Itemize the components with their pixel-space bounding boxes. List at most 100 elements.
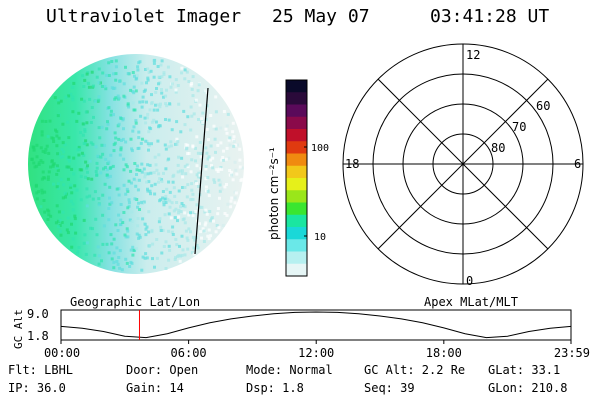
disk-speckle bbox=[229, 170, 233, 174]
disk-speckle bbox=[85, 195, 89, 199]
disk-speckle bbox=[179, 169, 182, 173]
disk-speckle bbox=[85, 143, 89, 147]
disk-speckle bbox=[218, 183, 222, 187]
disk-speckle bbox=[119, 203, 123, 206]
disk-speckle bbox=[106, 122, 110, 126]
disk-speckle bbox=[126, 206, 130, 210]
disk-speckle bbox=[195, 181, 199, 185]
disk-speckle bbox=[124, 192, 128, 196]
disk-speckle bbox=[228, 169, 232, 172]
disk-speckle bbox=[136, 205, 140, 209]
disk-speckle bbox=[73, 217, 77, 221]
disk-speckle bbox=[169, 144, 173, 148]
disk-speckle bbox=[76, 251, 80, 255]
disk-speckle bbox=[230, 196, 234, 200]
disk-speckle bbox=[94, 170, 98, 173]
disk-speckle bbox=[167, 180, 171, 184]
disk-speckle bbox=[65, 228, 69, 232]
disk-speckle bbox=[142, 200, 146, 204]
disk-speckle bbox=[77, 148, 81, 151]
disk-speckle bbox=[35, 155, 39, 159]
disk-speckle bbox=[185, 195, 189, 199]
disk-speckle bbox=[59, 178, 63, 182]
orbit-xtick-label: 00:00 bbox=[44, 346, 80, 360]
disk-speckle bbox=[137, 61, 141, 65]
disk-speckle bbox=[52, 140, 56, 143]
disk-speckle bbox=[105, 127, 109, 131]
disk-speckle bbox=[87, 85, 91, 89]
disk-speckle bbox=[176, 84, 180, 87]
polar-grid bbox=[342, 43, 584, 285]
disk-speckle bbox=[90, 106, 94, 109]
disk-speckle bbox=[131, 253, 135, 257]
disk-speckle bbox=[41, 160, 45, 164]
disk-speckle bbox=[194, 180, 198, 184]
disk-speckle bbox=[57, 101, 61, 105]
ip-info: IP: 36.0 bbox=[8, 381, 66, 395]
disk-speckle bbox=[164, 118, 167, 121]
disk-speckle bbox=[95, 173, 99, 177]
disk-speckle bbox=[121, 117, 125, 121]
disk-speckle bbox=[97, 197, 101, 201]
disk-speckle bbox=[80, 151, 84, 155]
disk-speckle bbox=[146, 172, 150, 176]
disk-speckle bbox=[189, 198, 193, 202]
disk-speckle bbox=[141, 255, 145, 259]
disk-speckle bbox=[159, 102, 162, 106]
disk-speckle bbox=[238, 165, 242, 169]
colorbar-cell bbox=[286, 190, 307, 204]
disk-speckle bbox=[66, 231, 70, 235]
disk-speckle bbox=[97, 81, 101, 84]
disk-speckle bbox=[164, 201, 168, 204]
disk-speckle bbox=[77, 145, 81, 149]
disk-speckle bbox=[95, 75, 99, 79]
disk-speckle bbox=[138, 100, 142, 104]
disk-speckle bbox=[72, 81, 76, 85]
disk-speckle bbox=[167, 145, 171, 149]
disk-speckle bbox=[160, 91, 164, 95]
disk-speckle bbox=[160, 88, 163, 91]
disk-speckle bbox=[219, 141, 223, 145]
disk-speckle bbox=[152, 75, 156, 79]
disk-speckle bbox=[122, 82, 126, 86]
disk-speckle bbox=[145, 256, 149, 260]
disk-speckle bbox=[175, 201, 179, 204]
disk-speckle bbox=[61, 122, 65, 126]
disk-speckle bbox=[122, 127, 125, 131]
disk-speckle bbox=[88, 194, 92, 198]
disk-speckle bbox=[75, 188, 79, 192]
disk-speckle bbox=[73, 214, 77, 218]
disk-speckle bbox=[168, 248, 172, 252]
disk-speckle bbox=[69, 185, 73, 189]
disk-speckle bbox=[50, 160, 54, 164]
disk-speckle bbox=[85, 72, 89, 76]
disk-speckle bbox=[86, 170, 89, 174]
disk-speckle bbox=[159, 198, 163, 202]
disk-speckle bbox=[49, 165, 53, 169]
disk-speckle bbox=[122, 94, 126, 98]
disk-speckle bbox=[117, 213, 121, 217]
disk-speckle bbox=[145, 100, 148, 104]
disk-speckle bbox=[171, 225, 175, 229]
disk-speckle bbox=[226, 112, 230, 116]
disk-speckle bbox=[195, 164, 199, 168]
disk-speckle bbox=[122, 157, 126, 161]
disk-speckle bbox=[124, 65, 127, 69]
disk-speckle bbox=[65, 165, 69, 169]
disk-speckle bbox=[31, 145, 35, 149]
disk-speckle bbox=[52, 182, 55, 186]
disk-speckle bbox=[176, 163, 180, 167]
orbit-xtick-label: 18:00 bbox=[426, 346, 462, 360]
disk-speckle bbox=[190, 182, 194, 186]
disk-speckle bbox=[125, 227, 129, 231]
disk-speckle bbox=[133, 197, 137, 201]
disk-speckle bbox=[177, 102, 181, 106]
disk-speckle bbox=[83, 129, 87, 133]
disk-speckle bbox=[165, 88, 168, 92]
colorbar-cell bbox=[286, 251, 307, 265]
disk-speckle bbox=[194, 146, 197, 150]
disk-speckle bbox=[164, 267, 168, 270]
disk-speckle bbox=[216, 143, 220, 147]
disk-speckle bbox=[129, 181, 133, 185]
disk-speckle bbox=[63, 191, 67, 195]
